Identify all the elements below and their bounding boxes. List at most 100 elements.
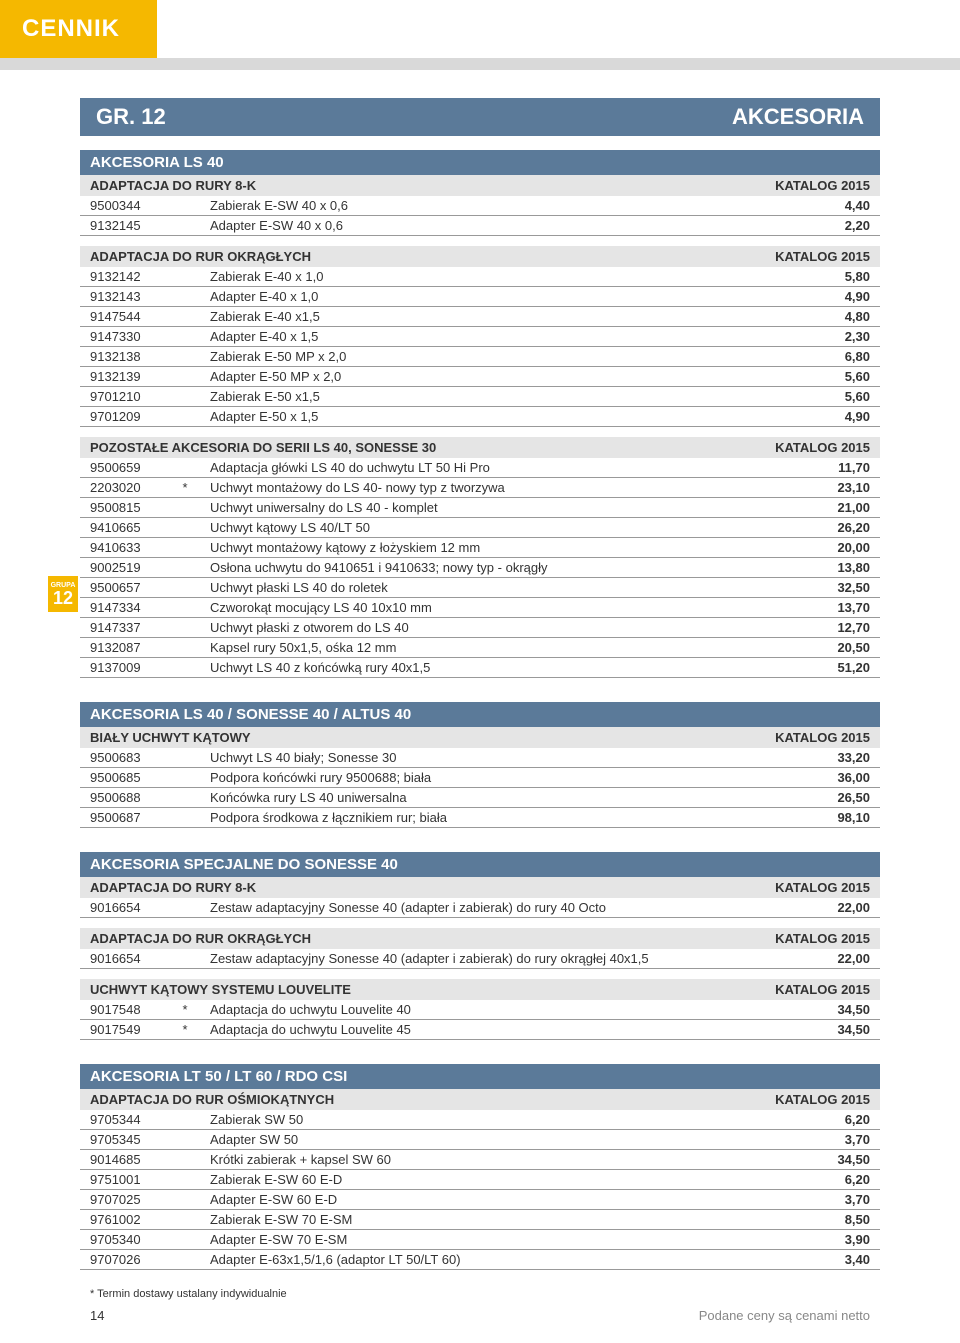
table-row: 9147330Adapter E-40 x 1,52,30 (80, 327, 880, 347)
item-desc: Zabierak SW 50 (200, 1112, 790, 1127)
item-flag (170, 1252, 200, 1267)
item-code: 9147330 (80, 329, 170, 344)
item-desc: Zestaw adaptacyjny Sonesse 40 (adapter i… (200, 900, 790, 915)
section-title-bar: AKCESORIA LT 50 / LT 60 / RDO CSI (80, 1064, 880, 1089)
item-code: 9705344 (80, 1112, 170, 1127)
item-desc: Podpora końcówki rury 9500688; biała (200, 770, 790, 785)
item-code: 9014685 (80, 1152, 170, 1167)
item-price: 4,40 (790, 198, 880, 213)
item-desc: Adapter E-SW 70 E-SM (200, 1232, 790, 1247)
item-flag (170, 349, 200, 364)
item-price: 51,20 (790, 660, 880, 675)
item-price: 33,20 (790, 750, 880, 765)
section-header-left: ADAPTACJA DO RURY 8-K (90, 880, 256, 895)
item-code: 9017549 (80, 1022, 170, 1037)
footer-note: Podane ceny są cenami netto (699, 1308, 870, 1323)
item-price: 22,00 (790, 951, 880, 966)
item-code: 9500688 (80, 790, 170, 805)
item-price: 4,80 (790, 309, 880, 324)
item-price: 6,20 (790, 1172, 880, 1187)
item-code: 9002519 (80, 560, 170, 575)
table-row: 9701210Zabierak E-50 x1,55,60 (80, 387, 880, 407)
section-header-right: KATALOG 2015 (775, 931, 870, 946)
item-flag (170, 600, 200, 615)
table-row: 9707026 Adapter E-63x1,5/1,6 (adaptor LT … (80, 1250, 880, 1270)
item-desc: Podpora środkowa z łącznikiem rur; biała (200, 810, 790, 825)
item-code: 9500344 (80, 198, 170, 213)
item-flag (170, 540, 200, 555)
item-flag: * (170, 480, 200, 495)
section-header-row: ADAPTACJA DO RURY 8-KKATALOG 2015 (80, 877, 880, 898)
item-price: 22,00 (790, 900, 880, 915)
item-desc: Adapter E-50 MP x 2,0 (200, 369, 790, 384)
table-row: 2203020*Uchwyt montażowy do LS 40- nowy … (80, 478, 880, 498)
item-flag (170, 790, 200, 805)
item-price: 20,50 (790, 640, 880, 655)
section-header-left: BIAŁY UCHWYT KĄTOWY (90, 730, 251, 745)
item-flag (170, 1132, 200, 1147)
section-header-right: KATALOG 2015 (775, 982, 870, 997)
item-price: 34,50 (790, 1022, 880, 1037)
item-code: 9707025 (80, 1192, 170, 1207)
item-price: 21,00 (790, 500, 880, 515)
table-row: 9701209Adapter E-50 x 1,54,90 (80, 407, 880, 427)
item-price: 12,70 (790, 620, 880, 635)
item-code: 9707026 (80, 1252, 170, 1267)
item-desc: Uchwyt płaski LS 40 do roletek (200, 580, 790, 595)
item-code: 9410665 (80, 520, 170, 535)
table-row: 9751001Zabierak E-SW 60 E-D6,20 (80, 1170, 880, 1190)
item-price: 26,20 (790, 520, 880, 535)
section-header-right: KATALOG 2015 (775, 249, 870, 264)
section-header-right: KATALOG 2015 (775, 1092, 870, 1107)
table-row: 9137009 Uchwyt LS 40 z końcówką rury 40x1… (80, 658, 880, 678)
section-title-bar: AKCESORIA LS 40 / SONESSE 40 / ALTUS 40 (80, 702, 880, 727)
table-row: 9132145Adapter E-SW 40 x 0,62,20 (80, 216, 880, 236)
group-bar: GR. 12 AKCESORIA (80, 98, 880, 136)
table-row: 9500687Podpora środkowa z łącznikiem rur… (80, 808, 880, 828)
group-badge: GRUPA12 (48, 576, 78, 612)
item-desc: Zabierak E-40 x1,5 (200, 309, 790, 324)
table-row: 9147544Zabierak E-40 x1,54,80 (80, 307, 880, 327)
item-code: 9751001 (80, 1172, 170, 1187)
item-price: 6,20 (790, 1112, 880, 1127)
item-code: 9500659 (80, 460, 170, 475)
item-code: 9500683 (80, 750, 170, 765)
item-flag (170, 369, 200, 384)
item-flag (170, 1212, 200, 1227)
item-code: 9016654 (80, 951, 170, 966)
item-code: 9132143 (80, 289, 170, 304)
item-price: 4,90 (790, 289, 880, 304)
item-code: 9137009 (80, 660, 170, 675)
item-flag (170, 1172, 200, 1187)
item-flag (170, 750, 200, 765)
item-flag (170, 1112, 200, 1127)
table-row: 9017548*Adaptacja do uchwytu Louvelite 4… (80, 1000, 880, 1020)
section-header-row: ADAPTACJA DO RUR OKRĄGŁYCHKATALOG 2015 (80, 928, 880, 949)
table-row: 9500657Uchwyt płaski LS 40 do roletek32,… (80, 578, 880, 598)
item-flag (170, 951, 200, 966)
item-desc: Uchwyt montażowy kątowy z łożyskiem 12 m… (200, 540, 790, 555)
item-price: 26,50 (790, 790, 880, 805)
item-desc: Zabierak E-SW 70 E-SM (200, 1212, 790, 1227)
item-flag (170, 520, 200, 535)
item-desc: Adapter E-40 x 1,5 (200, 329, 790, 344)
item-desc: Zabierak E-SW 40 x 0,6 (200, 198, 790, 213)
item-desc: Adapter E-63x1,5/1,6 (adaptor LT 50/LT 6… (200, 1252, 790, 1267)
item-desc: Zabierak E-40 x 1,0 (200, 269, 790, 284)
page: CENNIK GR. 12 AKCESORIA AKCESORIA LS 40A… (0, 0, 960, 1343)
section-title-bar: AKCESORIA SPECJALNE DO SONESSE 40 (80, 852, 880, 877)
item-flag (170, 1192, 200, 1207)
item-desc: Uchwyt LS 40 z końcówką rury 40x1,5 (200, 660, 790, 675)
item-desc: Adapter E-50 x 1,5 (200, 409, 790, 424)
item-price: 2,20 (790, 218, 880, 233)
item-desc: Uchwyt kątowy LS 40/LT 50 (200, 520, 790, 535)
item-flag (170, 289, 200, 304)
table-row: 9500683Uchwyt LS 40 biały; Sonesse 3033,… (80, 748, 880, 768)
item-flag (170, 460, 200, 475)
item-desc: Końcówka rury LS 40 uniwersalna (200, 790, 790, 805)
item-price: 3,70 (790, 1132, 880, 1147)
item-price: 13,70 (790, 600, 880, 615)
section-header-row: ADAPTACJA DO RUR OŚMIOKĄTNYCHKATALOG 201… (80, 1089, 880, 1110)
item-price: 34,50 (790, 1002, 880, 1017)
item-code: 9132139 (80, 369, 170, 384)
